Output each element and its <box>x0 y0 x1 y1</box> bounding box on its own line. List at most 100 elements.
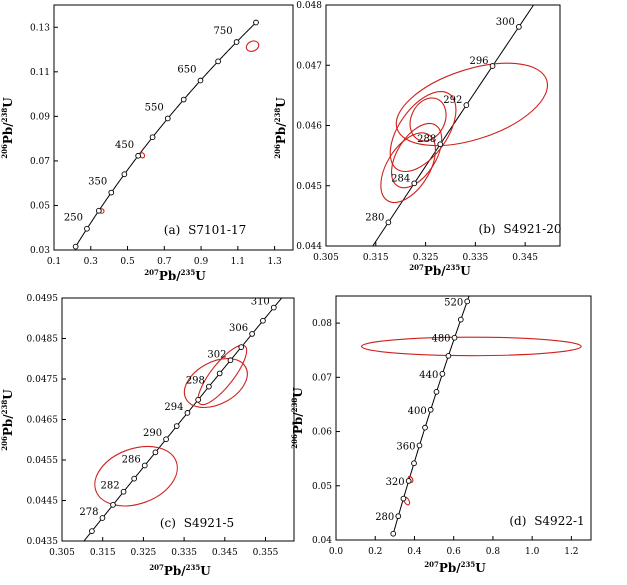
age-marker <box>390 530 397 537</box>
age-marker <box>141 462 148 469</box>
age-marker <box>184 410 191 416</box>
x-axis-label: 207Pb/235U <box>144 268 206 283</box>
plot-content: 0.1 0.3 0.5 0.7 0.9 1.1 1.3 0.03 0.05 0.07 0.09 0.1… <box>30 19 282 267</box>
age-marker <box>152 449 159 456</box>
panel-caption: (d) S4922-1 <box>509 514 584 528</box>
y-tick-label: 0.0455 <box>27 456 59 466</box>
x-tick-label: 0.3 <box>84 257 99 267</box>
x-tick-label: 0.8 <box>486 547 501 557</box>
age-marker <box>216 370 223 377</box>
age-marker <box>72 243 79 250</box>
y-tick-label: 0.09 <box>30 112 50 122</box>
age-label: 292 <box>443 95 462 106</box>
panel-label: (d) <box>509 514 526 528</box>
age-label: 450 <box>115 140 134 151</box>
age-label: 290 <box>143 428 162 439</box>
age-marker <box>197 77 204 84</box>
age-marker <box>108 189 115 196</box>
concordia-layer: 280 320 360 400 440 480 520 <box>360 296 582 537</box>
x-axis-label: 207Pb/235U <box>424 560 486 575</box>
x-tick-label: 0.305 <box>49 548 75 558</box>
y-tick-label: 0.05 <box>30 201 50 211</box>
age-label: 320 <box>386 477 405 488</box>
plot-frame <box>335 295 592 541</box>
age-marker <box>270 304 277 311</box>
age-label: 284 <box>391 173 410 184</box>
age-marker <box>282 292 287 297</box>
x-axis-label: 207Pb/235U <box>409 263 471 278</box>
age-marker <box>227 357 234 364</box>
panel-caption: (a) S7101-17 <box>164 223 246 237</box>
y-tick-label: 0.044 <box>296 242 322 252</box>
age-marker <box>260 317 266 324</box>
y-tick-label: 0.03 <box>30 246 50 256</box>
age-label: 280 <box>375 512 394 523</box>
age-marker <box>238 344 245 350</box>
x-tick-label: 1.0 <box>525 547 540 557</box>
y-tick-label: 0.0445 <box>27 497 59 507</box>
age-marker <box>95 207 102 214</box>
plot-content: 0.305 0.315 0.325 0.335 0.345 0.044 0.045 0.046… <box>296 1 549 263</box>
age-marker <box>439 371 446 377</box>
x-tick-label: 0.0 <box>329 547 344 557</box>
y-tick-label: 0.048 <box>296 1 322 11</box>
age-marker <box>206 383 212 390</box>
age-marker <box>445 352 452 359</box>
x-tick-label: 0.6 <box>447 547 462 557</box>
x-tick-label: 0.345 <box>512 253 538 263</box>
sample-name: S4921-5 <box>184 516 234 530</box>
panel-d: 0.0 0.2 0.4 0.6 0.8 1.0 1.2 0.04 0.05 0.06 0.07 0.0… <box>290 295 592 575</box>
age-marker <box>395 513 402 520</box>
age-label: 400 <box>408 406 427 417</box>
age-marker <box>215 58 221 65</box>
x-tick-label: 0.355 <box>253 548 279 558</box>
age-label: 282 <box>100 481 119 492</box>
age-marker <box>400 495 407 502</box>
y-axis-label: 206Pb/238U <box>290 387 305 449</box>
age-label: 302 <box>207 349 226 360</box>
age-label: 294 <box>164 402 183 413</box>
age-marker <box>411 460 417 467</box>
sample-name: S4922-1 <box>534 514 584 528</box>
age-marker <box>79 542 84 547</box>
age-label: 440 <box>419 370 438 381</box>
y-tick-label: 0.11 <box>30 68 50 78</box>
age-marker <box>385 219 392 226</box>
age-marker <box>120 488 127 495</box>
plot-frame <box>53 4 294 251</box>
age-marker <box>416 442 423 449</box>
y-tick-label: 0.08 <box>312 319 332 329</box>
y-tick-label: 0.0485 <box>27 335 59 345</box>
age-marker <box>180 96 187 103</box>
concordia-layer: 278 282 286 290 294 298 302 306 310 <box>79 279 298 547</box>
age-label: 520 <box>444 297 463 308</box>
age-marker <box>516 23 522 30</box>
plot-frame <box>61 297 295 542</box>
panel-label: (c) <box>160 516 176 530</box>
x-tick-label: 0.305 <box>313 253 339 263</box>
y-axis-label: 206Pb/238U <box>0 389 15 451</box>
sample-name: S4921-20 <box>503 222 561 236</box>
y-tick-label: 0.05 <box>312 482 332 492</box>
y-tick-label: 0.0475 <box>27 375 59 385</box>
x-tick-label: 0.9 <box>194 257 209 267</box>
age-marker <box>411 180 418 187</box>
age-label: 550 <box>145 102 164 113</box>
age-marker <box>464 298 471 305</box>
error-ellipse <box>245 40 260 52</box>
age-marker <box>163 436 169 443</box>
age-marker <box>135 152 141 159</box>
error-ellipse <box>197 344 248 406</box>
panel-label: (b) <box>479 222 496 236</box>
age-marker <box>121 171 128 178</box>
x-tick-label: 0.325 <box>413 253 439 263</box>
x-tick-label: 1.3 <box>267 257 282 267</box>
age-marker <box>293 279 298 284</box>
age-marker <box>173 423 180 429</box>
age-marker <box>233 39 240 45</box>
age-label: 480 <box>431 334 450 345</box>
panel-b: 0.305 0.315 0.325 0.335 0.345 0.044 0.045 0.046… <box>273 1 561 278</box>
age-marker <box>99 515 106 521</box>
panel-caption: (c) S4921-5 <box>160 516 234 530</box>
